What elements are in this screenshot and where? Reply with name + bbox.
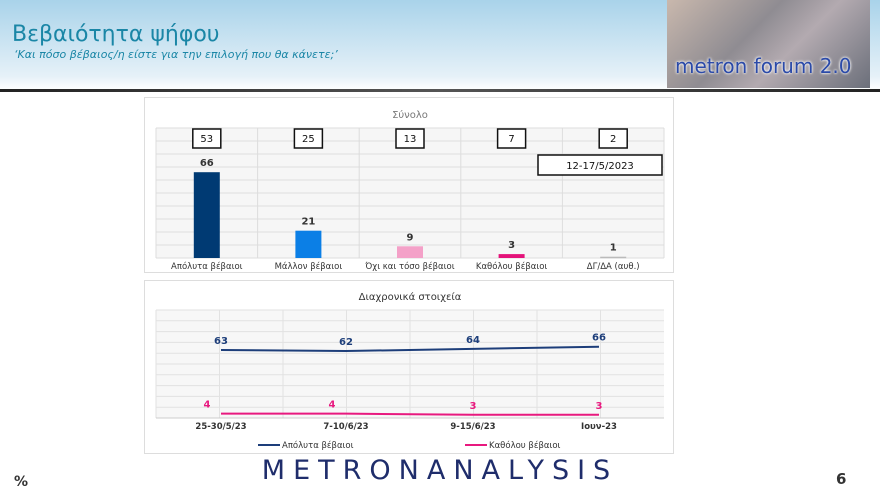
data-label: 1 — [610, 243, 617, 254]
page-number: 6 — [836, 470, 847, 488]
data-label: 9 — [407, 232, 414, 243]
boxed-value-frame — [395, 128, 425, 149]
series-line — [221, 412, 599, 416]
chart-title: Διαχρονικά στοιχεία — [359, 291, 462, 303]
boxed-value-frame — [496, 128, 527, 149]
data-label: 62 — [339, 337, 353, 348]
boxed-value: 25 — [302, 134, 315, 145]
boxed-value: 53 — [200, 134, 213, 145]
data-label: 3 — [470, 401, 477, 412]
category-label: ΔΓ/ΔΑ (αυθ.) — [587, 262, 640, 272]
boxed-value-frame — [293, 128, 324, 149]
date-label: 12-17/5/2023 — [566, 161, 634, 172]
page-title: Βεβαιότητα ψήφου — [12, 22, 220, 47]
data-label: 21 — [301, 217, 315, 228]
boxed-value: 13 — [404, 134, 417, 145]
header-divider — [0, 89, 880, 92]
date-box — [537, 154, 663, 176]
data-label: 4 — [204, 400, 211, 411]
line-chart: Διαχρονικά στοιχεία 25-30/5/23 7-10/6/23 9-… — [155, 291, 664, 451]
boxed-value: 2 — [610, 134, 616, 145]
bar — [193, 172, 220, 258]
legend-label: Καθόλου βέβαιοι — [489, 440, 561, 451]
data-label: 63 — [214, 336, 228, 347]
data-label: 66 — [592, 333, 606, 344]
data-label: 3 — [596, 401, 603, 412]
boxed-value-frame — [598, 128, 628, 149]
x-tick-label: 25-30/5/23 — [195, 422, 246, 432]
metron-analysis-logo: METRONANALYSIS — [261, 455, 619, 486]
logo-text: metron forum 2.0 — [675, 54, 852, 78]
data-label: 3 — [508, 240, 515, 251]
boxed-value: 7 — [508, 134, 514, 145]
x-tick-label: Ιουν-23 — [581, 422, 617, 432]
category-label: Απόλυτα βέβαιοι — [171, 261, 243, 272]
data-label: 64 — [466, 335, 480, 346]
chart-title: Σύνολο — [392, 109, 428, 121]
legend-label: Απόλυτα βέβαιοι — [282, 440, 354, 451]
line-chart-panel: Διαχρονικά στοιχεία 25-30/5/23 7-10/6/23 9-… — [144, 280, 674, 454]
category-label: Όχι και τόσο βέβαιοι — [364, 261, 454, 272]
bar — [295, 230, 322, 258]
bar-chart-panel: Σύνολο 66 53 Απόλυτα βέβαιοι 21 25 Μάλλον βέβα… — [144, 97, 674, 273]
unit-label: % — [14, 474, 29, 490]
boxed-value-frame — [192, 128, 222, 149]
series-line — [220, 345, 600, 353]
data-label: 4 — [329, 400, 336, 411]
bar — [397, 246, 423, 258]
x-tick-label: 9-15/6/23 — [450, 422, 495, 432]
bar — [498, 254, 525, 258]
page-subtitle: ‘Και πόσο βέβαιος/η είστε για την επιλογ… — [14, 48, 338, 61]
data-label: 66 — [200, 158, 214, 169]
bar — [600, 256, 627, 259]
category-label: Μάλλον βέβαιοι — [275, 261, 343, 272]
metron-forum-logo: metron forum 2.0 — [667, 0, 870, 88]
x-tick-label: 7-10/6/23 — [323, 422, 368, 432]
category-label: Καθόλου βέβαιοι — [476, 261, 548, 272]
